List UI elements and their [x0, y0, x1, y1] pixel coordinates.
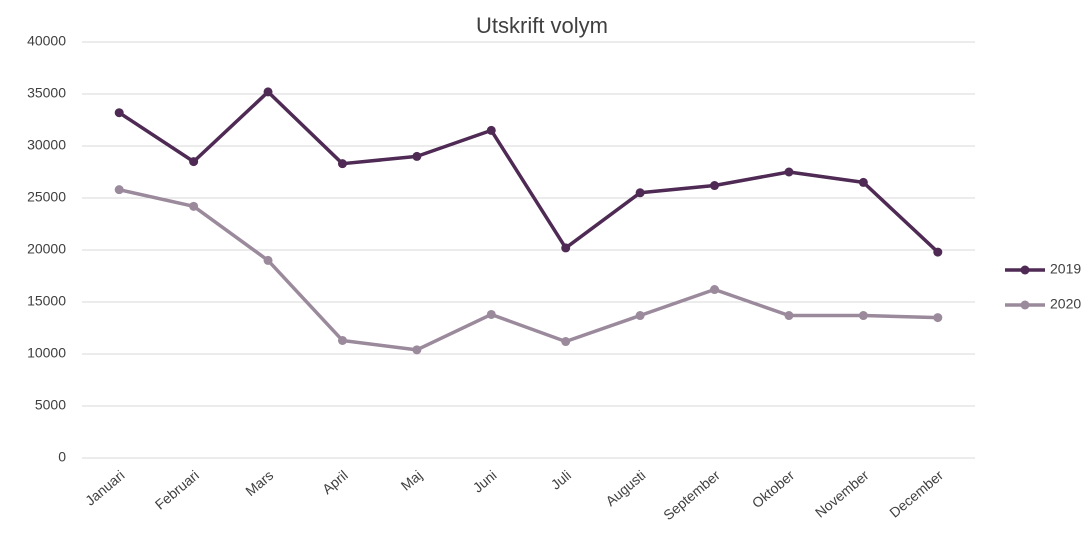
- data-point: [561, 337, 571, 347]
- data-point: [710, 181, 720, 191]
- chart-title: Utskrift volym: [476, 13, 608, 38]
- data-point: [933, 313, 943, 323]
- legend-marker: [1020, 265, 1030, 275]
- y-tick-label: 10000: [27, 345, 66, 361]
- data-point: [858, 177, 868, 187]
- data-point: [412, 151, 422, 161]
- y-tick-label: 30000: [27, 137, 66, 153]
- data-point: [858, 311, 868, 321]
- y-tick-label: 25000: [27, 189, 66, 205]
- data-point: [486, 125, 496, 135]
- legend-label: 2020: [1050, 296, 1081, 312]
- y-tick-label: 35000: [27, 85, 66, 101]
- data-point: [784, 167, 794, 177]
- y-tick-label: 0: [58, 449, 66, 465]
- data-point: [114, 108, 124, 118]
- data-point: [189, 157, 199, 167]
- legend-marker: [1020, 300, 1030, 310]
- x-tick-label: Juni: [470, 467, 500, 496]
- y-tick-label: 5000: [35, 397, 66, 413]
- x-tick-label: Maj: [398, 467, 426, 494]
- y-tick-label: 40000: [27, 33, 66, 49]
- data-point: [337, 159, 347, 169]
- x-tick-label: April: [319, 467, 351, 497]
- data-point: [933, 247, 943, 257]
- x-tick-label: Februari: [152, 467, 202, 513]
- data-point: [114, 185, 124, 195]
- data-point: [263, 255, 273, 265]
- x-tick-label: September: [660, 467, 723, 523]
- x-tick-label: Augusti: [602, 467, 648, 509]
- x-tick-label: November: [812, 467, 872, 521]
- data-point: [635, 188, 645, 198]
- x-tick-label: Mars: [242, 467, 276, 499]
- x-tick-label: Oktober: [749, 467, 798, 511]
- y-tick-label: 15000: [27, 293, 66, 309]
- series-line: [118, 90, 939, 254]
- data-point: [337, 335, 347, 345]
- data-point: [412, 345, 422, 355]
- data-point: [710, 285, 720, 295]
- data-point: [635, 311, 645, 321]
- data-point: [486, 309, 496, 319]
- data-point: [263, 87, 273, 97]
- legend-label: 2019: [1050, 261, 1081, 277]
- series-line: [118, 187, 938, 352]
- y-tick-label: 20000: [27, 241, 66, 257]
- data-point: [561, 243, 571, 253]
- x-tick-label: Juli: [548, 467, 574, 493]
- x-tick-label: Januari: [82, 467, 127, 509]
- data-point: [189, 201, 199, 211]
- x-tick-label: December: [886, 467, 946, 521]
- data-point: [784, 311, 794, 321]
